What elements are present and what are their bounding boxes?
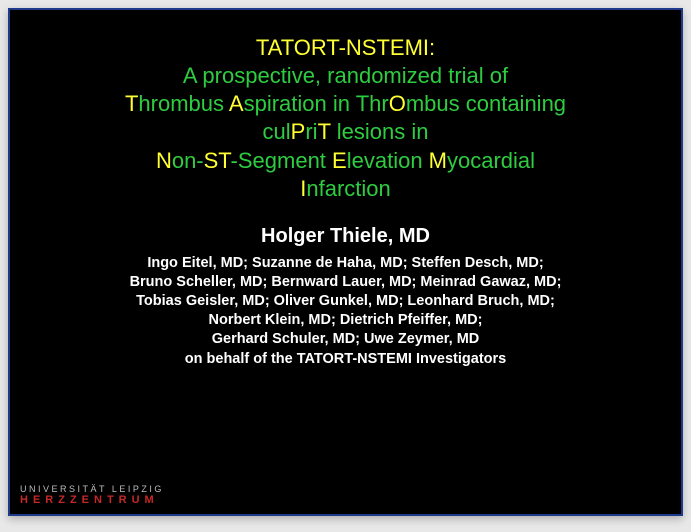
title-segment: A prospective, randomized trial of	[183, 63, 508, 88]
title-segment: O	[389, 91, 406, 116]
title-segment: ST	[204, 148, 231, 173]
title-segment: lesions in	[331, 119, 429, 144]
title-segment: spiration in Thr	[244, 91, 389, 116]
author-row: Tobias Geisler, MD; Oliver Gunkel, MD; L…	[50, 292, 641, 311]
title-segment: N	[156, 148, 172, 173]
title-segment: M	[429, 148, 447, 173]
title-segment: hrombus	[138, 91, 229, 116]
author-row: Norbert Klein, MD; Dietrich Pfeiffer, MD…	[50, 311, 641, 330]
title-segment: A	[229, 91, 244, 116]
slide-body: TATORT-NSTEMI: A prospective, randomized …	[10, 10, 681, 476]
author-row: Gerhard Schuler, MD; Uwe Zeymer, MD	[50, 330, 641, 349]
title-segment: on-	[172, 148, 204, 173]
author-row: on behalf of the TATORT-NSTEMI Investiga…	[50, 350, 641, 369]
title-segment: E	[332, 148, 347, 173]
slide-frame: TATORT-NSTEMI: A prospective, randomized …	[8, 8, 683, 516]
title-segment: nfarction	[306, 176, 390, 201]
title-segment: yocardial	[447, 148, 535, 173]
title-segment: -Segment	[231, 148, 333, 173]
author-list: Ingo Eitel, MD; Suzanne de Haha, MD; Ste…	[50, 254, 641, 369]
institution-logo: UNIVERSITÄT LEIPZIG HERZZENTRUM	[20, 485, 164, 506]
title-segment: levation	[347, 148, 429, 173]
slide-footer: UNIVERSITÄT LEIPZIG HERZZENTRUM	[10, 476, 681, 514]
title-segment: T	[125, 91, 138, 116]
slide-title: TATORT-NSTEMI: A prospective, randomized …	[50, 34, 641, 203]
presenter-name: Holger Thiele, MD	[50, 225, 641, 248]
logo-line-1: UNIVERSITÄT LEIPZIG	[20, 485, 164, 494]
title-segment: P	[291, 119, 306, 144]
logo-line-2: HERZZENTRUM	[20, 495, 164, 506]
author-row: Ingo Eitel, MD; Suzanne de Haha, MD; Ste…	[50, 254, 641, 273]
title-segment: T	[318, 119, 331, 144]
title-segment: ri	[305, 119, 317, 144]
title-segment: cul	[263, 119, 291, 144]
author-row: Bruno Scheller, MD; Bernward Lauer, MD; …	[50, 273, 641, 292]
title-segment: mbus containing	[406, 91, 566, 116]
title-segment: TATORT-NSTEMI:	[256, 35, 435, 60]
